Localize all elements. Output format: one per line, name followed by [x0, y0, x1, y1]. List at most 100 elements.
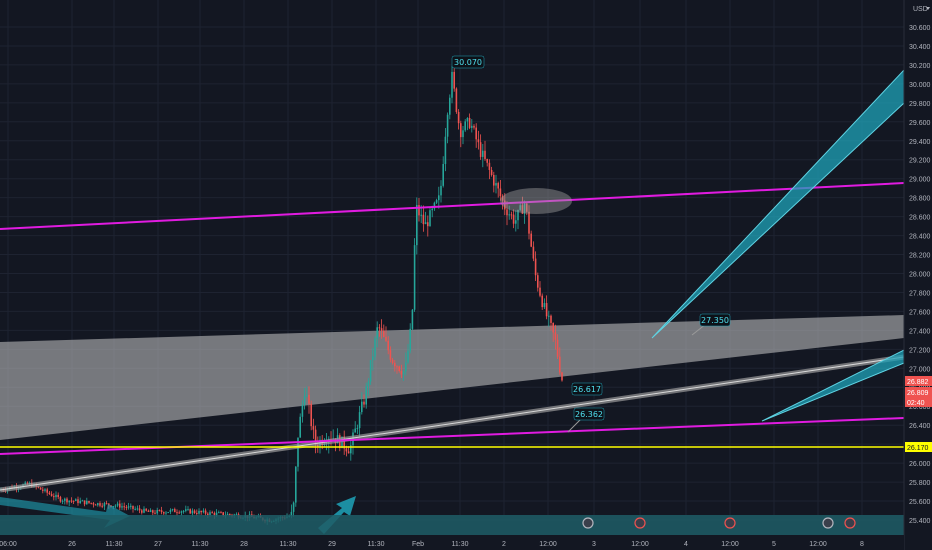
event-marker-icon[interactable]	[822, 517, 834, 529]
x-tick-label: 26	[68, 541, 76, 548]
candle-body	[347, 451, 350, 454]
y-tick-label: 28.000	[909, 272, 931, 279]
price-axis[interactable]	[904, 0, 932, 550]
candle-body	[317, 444, 319, 447]
candle-body	[501, 196, 504, 201]
event-marker-icon[interactable]	[844, 517, 856, 529]
candle-body	[108, 503, 110, 506]
magenta-lower-line[interactable]	[0, 417, 905, 455]
candle-body	[165, 512, 167, 514]
event-marker-icon[interactable]	[582, 517, 594, 529]
cyan-arrow-left[interactable]	[0, 497, 130, 528]
candle-body	[389, 350, 392, 360]
candle-body	[341, 436, 343, 449]
y-tick-label: 25.800	[909, 480, 931, 487]
y-tick-label: 26.400	[909, 423, 931, 430]
y-tick-label: 28.200	[909, 253, 931, 260]
candle-body	[365, 386, 367, 405]
candle-body	[462, 130, 464, 138]
candle-body	[374, 338, 376, 357]
candle-body	[156, 510, 158, 514]
candle-body	[123, 506, 125, 508]
candle-body	[75, 499, 77, 502]
x-tick-label: 4	[684, 541, 688, 548]
last-price-text: 26.882	[907, 379, 929, 386]
candle-body	[130, 505, 132, 507]
candle-body	[453, 71, 455, 89]
candle-body	[528, 211, 530, 234]
candle-body	[189, 509, 191, 514]
currency-dropdown-icon[interactable]	[926, 7, 930, 10]
candle-body	[523, 203, 526, 214]
candle-body	[185, 509, 187, 511]
candle-body	[83, 500, 86, 505]
candle-body	[493, 174, 495, 186]
candle-body	[409, 328, 411, 351]
target-label: 27.350	[701, 316, 729, 325]
candle-body	[44, 489, 46, 491]
candle-body	[530, 233, 532, 247]
candle-body	[400, 370, 403, 375]
secondary-price-text: 26.809	[907, 390, 929, 397]
y-tick-label: 25.400	[909, 518, 931, 525]
x-tick-label: Feb	[412, 541, 424, 548]
event-marker-icon[interactable]	[634, 517, 646, 529]
candle-body	[127, 506, 130, 508]
candle-body	[554, 332, 557, 340]
candle-body	[132, 505, 134, 509]
candle-body	[526, 203, 528, 212]
gray-wedge-band[interactable]	[0, 315, 904, 440]
candle-body	[160, 510, 163, 513]
candle-body	[226, 513, 229, 516]
candle-body	[361, 401, 363, 413]
candle-body	[99, 503, 101, 506]
countdown-text: 02:40	[907, 400, 925, 407]
candle-body	[438, 195, 440, 201]
candle-body	[176, 512, 178, 514]
magenta-upper-line[interactable]	[0, 182, 905, 230]
candle-body	[424, 222, 427, 225]
candle-body	[451, 71, 453, 98]
candle-body	[446, 114, 449, 137]
candle-body	[167, 512, 169, 514]
candle-body	[398, 366, 400, 371]
low-callout: 26.617	[571, 382, 603, 396]
y-tick-label: 30.000	[909, 82, 931, 89]
candle-body	[537, 275, 539, 288]
candle-body	[136, 508, 139, 510]
time-axis[interactable]	[0, 535, 904, 550]
x-tick-label: 27	[154, 541, 162, 548]
event-marker-icon[interactable]	[724, 517, 736, 529]
currency-label: USD	[913, 6, 928, 13]
candle-body	[429, 210, 431, 227]
candle-body	[145, 508, 147, 511]
candle-body	[457, 111, 460, 124]
time-axis-ticks: 06:00 26 11:30 27 11:30 28 11:30 29 11:30 Feb 11:3…	[0, 541, 864, 548]
candle-body	[552, 322, 554, 333]
candle-body	[66, 498, 68, 503]
candle-body	[394, 362, 396, 367]
candle-body	[369, 360, 372, 382]
horizontal-level-text: 26.170	[907, 445, 929, 452]
gray-trend-line-core	[0, 356, 905, 491]
candle-body	[515, 220, 517, 224]
candle-body	[218, 512, 220, 514]
drawing-tools-back	[0, 315, 904, 440]
drawing-tools	[0, 68, 905, 534]
candle-body	[220, 512, 222, 514]
candle-body	[171, 509, 174, 511]
candle-body	[477, 139, 480, 143]
candle-body	[86, 500, 88, 505]
candle-body	[380, 328, 383, 331]
y-tick-label: 28.400	[909, 234, 931, 241]
candle-body	[297, 437, 299, 467]
candle-body	[350, 445, 352, 454]
candle-body	[88, 500, 90, 503]
candle-body	[39, 487, 42, 490]
x-tick-label: 06:00	[0, 541, 17, 548]
candle-body	[68, 500, 70, 503]
candle-body	[506, 209, 508, 216]
candle-body	[539, 287, 541, 296]
highlight-ellipse[interactable]	[500, 188, 572, 214]
